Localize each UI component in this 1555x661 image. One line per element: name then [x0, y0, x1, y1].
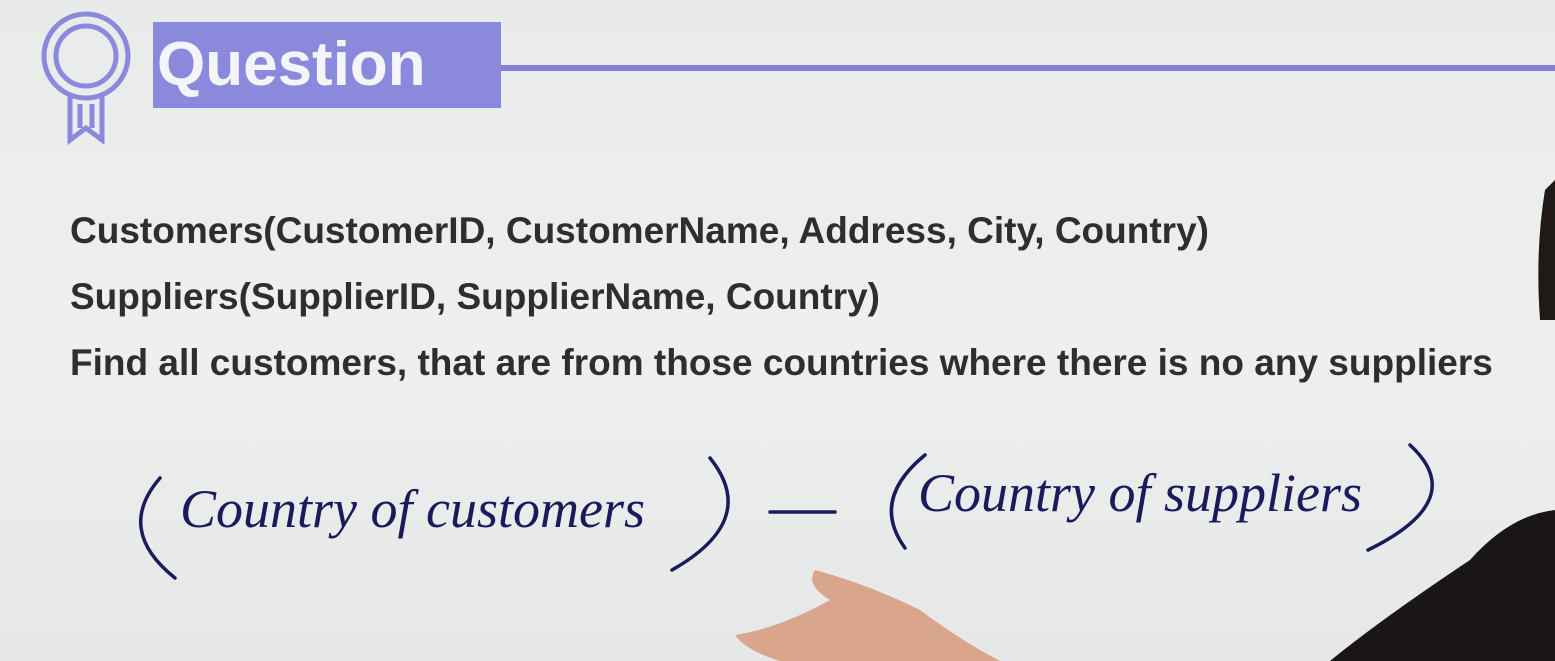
title-rule	[501, 65, 1555, 71]
handwriting: Country of suppliers	[918, 463, 1363, 523]
hand	[735, 570, 1000, 661]
handwriting-strokes	[138, 443, 1434, 580]
schema-line: Customers(CustomerID, CustomerName, Addr…	[70, 210, 1209, 251]
presenter-head	[1538, 180, 1555, 320]
handwriting: Country of customers	[180, 479, 645, 539]
question: Find all customers, that are from those …	[70, 342, 1493, 383]
presenter	[1330, 510, 1555, 661]
schema-line: Suppliers(SupplierID, SupplierName, Coun…	[70, 276, 880, 317]
badge-icon	[41, 11, 131, 145]
title: Question	[153, 22, 501, 108]
